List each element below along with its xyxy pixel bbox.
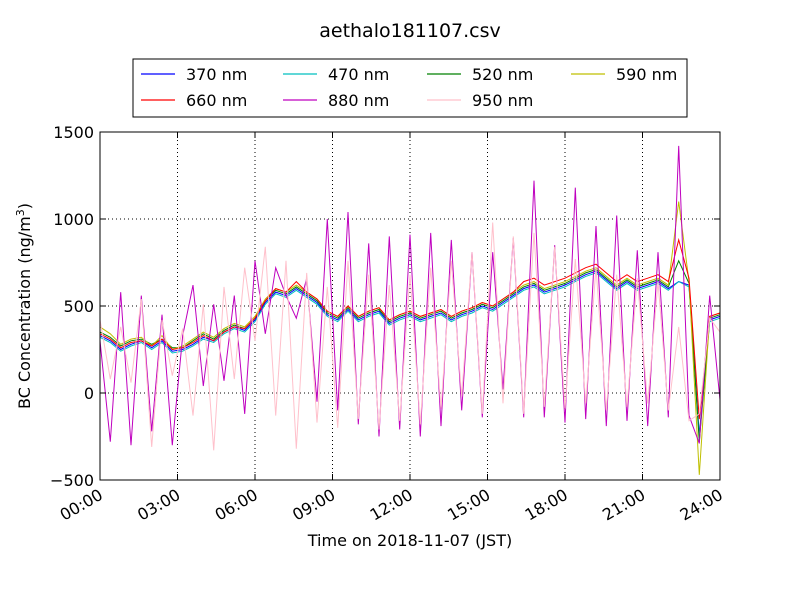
y-axis-label: BC Concentration (ng/m3) bbox=[14, 203, 35, 409]
series-line-880-nm bbox=[99, 145, 721, 446]
y-tick-label: −500 bbox=[50, 471, 94, 490]
y-axis-label-close: ) bbox=[15, 203, 34, 209]
x-tick-label: 03:00 bbox=[134, 485, 183, 525]
y-tick-label: 0 bbox=[84, 384, 94, 403]
series-line-660-nm bbox=[99, 237, 721, 420]
y-axis-label-sup: 3 bbox=[14, 209, 27, 216]
series-line-470-nm bbox=[99, 272, 721, 439]
x-tick-label: 06:00 bbox=[212, 485, 261, 525]
x-tick-label: 18:00 bbox=[522, 485, 571, 525]
x-tick-label: 09:00 bbox=[289, 485, 338, 525]
x-tick-label: 21:00 bbox=[599, 485, 648, 525]
grid bbox=[100, 132, 720, 480]
y-tick-label: 1500 bbox=[53, 123, 94, 142]
legend-label: 470 nm bbox=[328, 65, 389, 84]
legend-label: 370 nm bbox=[186, 65, 247, 84]
legend-label: 950 nm bbox=[472, 91, 533, 110]
series-line-520-nm bbox=[99, 259, 721, 442]
legend-label: 590 nm bbox=[616, 65, 677, 84]
y-tick-label: 500 bbox=[63, 297, 94, 316]
series-line-950-nm bbox=[99, 222, 721, 451]
legend-box bbox=[132, 58, 688, 118]
x-tick-label: 15:00 bbox=[444, 485, 493, 525]
y-tick-label: 1000 bbox=[53, 210, 94, 229]
x-tick-label: 00:00 bbox=[57, 485, 106, 525]
x-axis-label: Time on 2018-11-07 (JST) bbox=[307, 531, 512, 550]
x-tick-label: 12:00 bbox=[367, 485, 416, 525]
plot-area bbox=[99, 145, 721, 475]
legend-label: 880 nm bbox=[328, 91, 389, 110]
x-tick-label: 24:00 bbox=[677, 485, 726, 525]
legend-label: 660 nm bbox=[186, 91, 247, 110]
y-axis-label-main: BC Concentration (ng/m bbox=[15, 216, 34, 409]
chart-title: aethalo181107.csv bbox=[319, 20, 501, 42]
legend-label: 520 nm bbox=[472, 65, 533, 84]
legend: 370 nm 470 nm 520 nm 590 nm 660 nm 880 nm 950 … bbox=[132, 58, 688, 118]
series-line-370-nm bbox=[99, 270, 721, 435]
